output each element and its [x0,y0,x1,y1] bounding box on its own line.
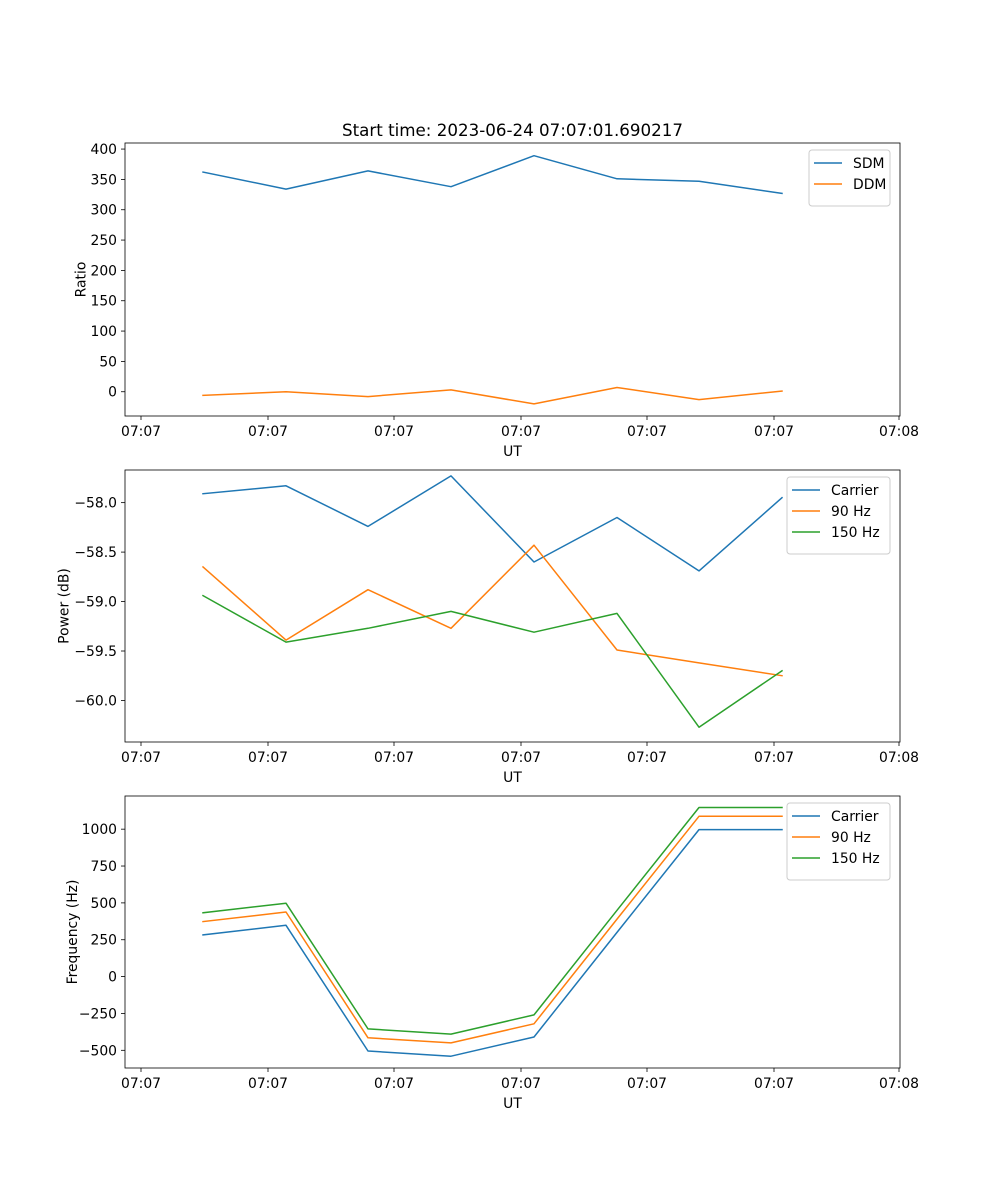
x-tick-label: 07:08 [879,1076,919,1092]
x-tick-label: 07:07 [754,750,794,766]
y-tick-label: 50 [99,354,117,370]
legend-label: Carrier [831,809,879,825]
y-tick-label: −59.5 [74,644,117,660]
legend-box [786,802,891,881]
x-tick-label: 07:07 [501,750,541,766]
legend-label: 150 Hz [831,525,880,541]
legend-label: 90 Hz [831,504,871,520]
x-tick-label: 07:07 [627,750,667,766]
axes-frame [124,469,901,743]
y-tick-label: 400 [90,142,117,158]
y-tick-label: 150 [90,294,117,310]
legend-label: 150 Hz [831,851,880,867]
x-tick-label: 07:07 [374,1076,414,1092]
series-line-carrier [202,828,783,1057]
plots: 07:07 07:07 07:07 07:07 07:07 07:07 07:08 UT 0 50… [57,142,920,1112]
x-tick-label: 07:07 [121,1076,161,1092]
x-tick-label: 07:07 [248,750,288,766]
axes-frame [124,142,901,417]
x-axis-label: UT [503,444,522,460]
plot-panel-1: 07:07 07:07 07:07 07:07 07:07 07:07 07:08 UT 0 50… [74,142,920,460]
legend-label: Carrier [831,483,879,499]
legend-box [808,149,891,207]
series-line-90-hz [201,544,783,677]
series-line-90-hz [202,815,783,1044]
x-tick-label: 07:07 [754,1076,794,1092]
x-tick-label: 07:08 [879,424,919,440]
x-tick-label: 07:07 [374,424,414,440]
y-axis-label: Ratio [74,262,90,298]
y-tick-label: 100 [90,324,117,340]
axes-frame [124,795,901,1069]
y-tick-label: 300 [90,203,117,219]
x-tick-label: 07:07 [754,424,794,440]
y-tick-label: −250 [79,1006,117,1022]
series-line-carrier [202,475,784,572]
y-tick-label: 350 [90,172,117,188]
x-tick-label: 07:07 [121,424,161,440]
y-tick-label: −58.0 [74,496,117,512]
y-tick-label: 500 [90,896,117,912]
x-tick-label: 07:07 [121,750,161,766]
y-tick-label: −60.0 [74,693,117,709]
series-line-ddm [202,386,783,405]
plot-panel-3: 07:07 07:07 07:07 07:07 07:07 07:07 07:08 UT −50… [65,795,919,1112]
x-tick-label: 07:07 [248,424,288,440]
y-tick-label: 0 [108,385,117,401]
series-line-150-hz [201,594,784,728]
y-tick-label: −58.5 [74,545,117,561]
x-tick-label: 07:07 [501,1076,541,1092]
x-tick-label: 07:08 [879,750,919,766]
y-tick-label: 250 [90,933,117,949]
legend: Carrier 90 Hz 150 Hz [786,476,891,555]
x-tick-label: 07:07 [374,750,414,766]
legend: Carrier 90 Hz 150 Hz [786,802,891,881]
y-tick-label: −59.0 [74,595,117,611]
x-axis-label: UT [503,1096,522,1112]
y-tick-label: 250 [90,233,117,249]
plot-panel-2: 07:07 07:07 07:07 07:07 07:07 07:07 07:08 UT −60… [57,469,919,786]
legend: SDM DDM [808,149,891,207]
y-tick-label: 200 [90,263,117,279]
legend-label: SDM [853,156,885,172]
legend-box [786,476,891,555]
x-tick-label: 07:07 [627,1076,667,1092]
legend-label: 90 Hz [831,830,871,846]
y-tick-label: 1000 [82,822,117,838]
legend-label: DDM [853,177,886,193]
y-tick-label: 0 [108,970,117,986]
x-tick-label: 07:07 [627,424,667,440]
x-axis-label: UT [503,770,522,786]
y-axis-label: Power (dB) [57,568,73,644]
series-line-sdm [202,154,783,195]
x-tick-label: 07:07 [501,424,541,440]
y-tick-label: 750 [90,859,117,875]
series-line-150-hz [202,806,783,1035]
y-tick-label: −500 [79,1043,117,1059]
figure-title: Start time: 2023-06-24 07:07:01.690217 [342,120,683,140]
x-tick-label: 07:07 [248,1076,288,1092]
y-axis-label: Frequency (Hz) [65,880,81,985]
